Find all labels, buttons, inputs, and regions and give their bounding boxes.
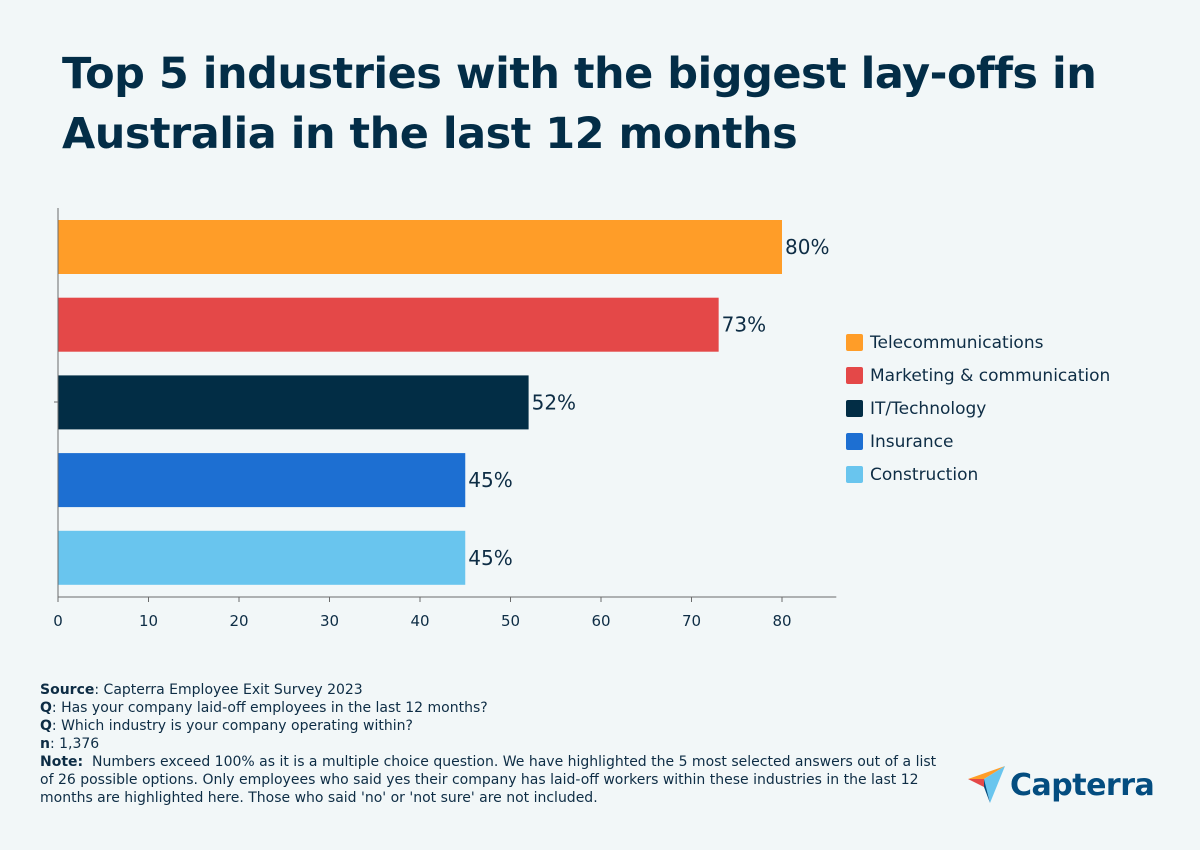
capterra-logo: Capterra [968, 765, 1155, 805]
question-1-text: : Has your company laid-off employees in… [51, 700, 488, 716]
sample-size-label: n [40, 736, 50, 752]
sample-size-line: n: 1,376 [40, 735, 940, 753]
bar-it-technology [58, 375, 529, 430]
question-1-line: Q: Has your company laid-off employees i… [40, 699, 940, 717]
chart-title: Top 5 industries with the biggest lay-of… [62, 49, 1097, 159]
sample-size-text: : 1,376 [49, 736, 100, 752]
footer-notes: Source: Capterra Employee Exit Survey 20… [40, 681, 940, 807]
x-tick-label: 50 [501, 612, 520, 630]
value-label: 45% [468, 546, 512, 570]
legend-item: Construction [846, 458, 1110, 491]
legend-label: Telecommunications [870, 332, 1044, 353]
value-label: 45% [468, 468, 512, 492]
legend: Telecommunications Marketing & communicat… [846, 326, 1110, 491]
x-tick-label: 20 [229, 612, 248, 630]
question-1-label: Q [40, 700, 52, 716]
legend-swatch [846, 334, 863, 351]
legend-swatch [846, 466, 863, 483]
x-axis: 0 10 20 30 40 50 60 70 80 [53, 208, 837, 630]
legend-item: Insurance [846, 425, 1110, 458]
question-2-label: Q [40, 718, 52, 734]
source-line: Source: Capterra Employee Exit Survey 20… [40, 681, 940, 699]
logo-text: Capterra [1010, 767, 1155, 803]
note-label: Note: [40, 754, 84, 770]
legend-item: Telecommunications [846, 326, 1110, 359]
legend-label: Insurance [870, 431, 954, 452]
value-label: 52% [532, 390, 576, 414]
bar-insurance [58, 453, 466, 508]
note-text: Numbers exceed 100% as it is a multiple … [40, 754, 941, 806]
legend-label: IT/Technology [870, 398, 987, 419]
bar-marketing-communication [58, 297, 719, 352]
value-labels-layer: 80% 73% 52% 45% 45% [468, 235, 829, 570]
source-text: : Capterra Employee Exit Survey 2023 [94, 682, 363, 698]
value-label: 73% [722, 313, 766, 337]
note-line: Note: Numbers exceed 100% as it is a mul… [40, 753, 940, 807]
capterra-arrow-icon [968, 766, 1005, 803]
x-tick-label: 0 [53, 612, 63, 630]
x-tick-label: 30 [320, 612, 339, 630]
source-label: Source [40, 682, 95, 698]
legend-item: IT/Technology [846, 392, 1110, 425]
value-label: 80% [785, 235, 829, 259]
legend-swatch [846, 367, 863, 384]
x-tick-label: 10 [139, 612, 158, 630]
x-tick-label: 60 [591, 612, 610, 630]
x-tick-label: 80 [772, 612, 791, 630]
legend-swatch [846, 433, 863, 450]
question-2-text: : Which industry is your company operati… [51, 718, 413, 734]
bar-chart: 80% 73% 52% 45% 45% 0 10 20 30 40 50 60 70 80 [53, 208, 837, 630]
legend-item: Marketing & communication [846, 359, 1110, 392]
bar-telecommunications [58, 220, 782, 274]
legend-swatch [846, 400, 863, 417]
x-tick-label: 70 [682, 612, 701, 630]
bar-construction [58, 530, 466, 585]
bars-layer [58, 220, 782, 585]
x-tick-label: 40 [410, 612, 429, 630]
legend-label: Marketing & communication [870, 365, 1111, 386]
legend-label: Construction [870, 464, 979, 485]
question-2-line: Q: Which industry is your company operat… [40, 717, 940, 735]
